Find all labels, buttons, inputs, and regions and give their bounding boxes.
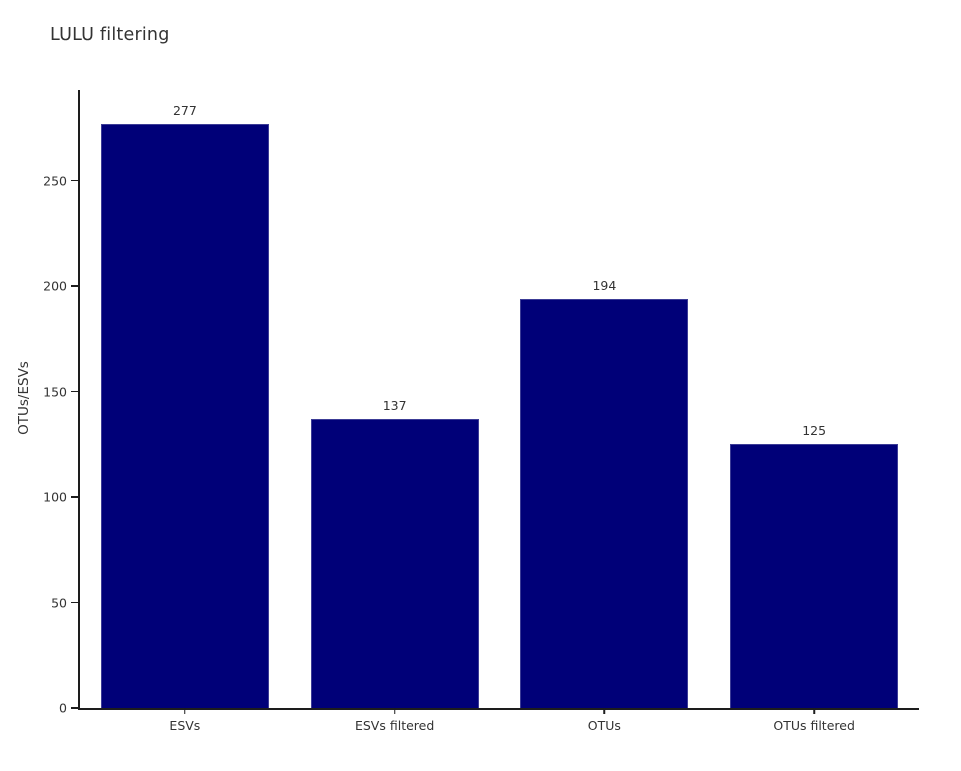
bar-value-label-esvs: 277 [172, 102, 197, 118]
bar-esvs-filtered [310, 419, 479, 708]
x-tick-mark-esvs-filtered [393, 708, 396, 714]
y-tick-label-200: 200 [43, 278, 67, 294]
x-tick-mark-otus [603, 708, 606, 714]
bar-esvs [100, 123, 269, 708]
y-tick-mark-200 [71, 285, 78, 287]
bar-value-label-esvs-filtered: 137 [382, 398, 407, 414]
x-tick-label-esvs-filtered: ESVs filtered [354, 718, 435, 733]
bar-otus-filtered [730, 444, 899, 708]
y-axis-title: OTUs/ESVs [16, 361, 32, 435]
y-tick-mark-50 [71, 601, 78, 604]
y-tick-mark-250 [71, 179, 78, 182]
bar-otus [520, 298, 689, 708]
y-tick-label-100: 100 [43, 489, 67, 505]
x-tick-label-otus-filtered: OTUs filtered [773, 718, 855, 733]
y-tick-label-150: 150 [43, 384, 67, 400]
chart-title: LULU filtering [50, 25, 170, 45]
y-tick-mark-100 [71, 496, 78, 498]
y-tick-label-250: 250 [43, 173, 67, 189]
x-tick-label-otus: OTUs [587, 718, 621, 733]
y-tick-label-50: 50 [51, 595, 67, 611]
plot-area: 0 50 100 150 200 250 277 ESVs 137 ESVs filtered 19… [43, 90, 919, 733]
y-tick-mark-150 [71, 390, 78, 393]
y-tick-mark-0 [71, 707, 78, 709]
x-tick-mark-otus-filtered [813, 708, 815, 714]
y-tick-label-0: 0 [59, 700, 67, 716]
bar-value-label-otus-filtered: 125 [802, 423, 827, 439]
x-tick-mark-esvs [184, 708, 186, 714]
bar-value-label-otus: 194 [592, 277, 617, 293]
x-tick-label-esvs: ESVs [169, 718, 201, 733]
